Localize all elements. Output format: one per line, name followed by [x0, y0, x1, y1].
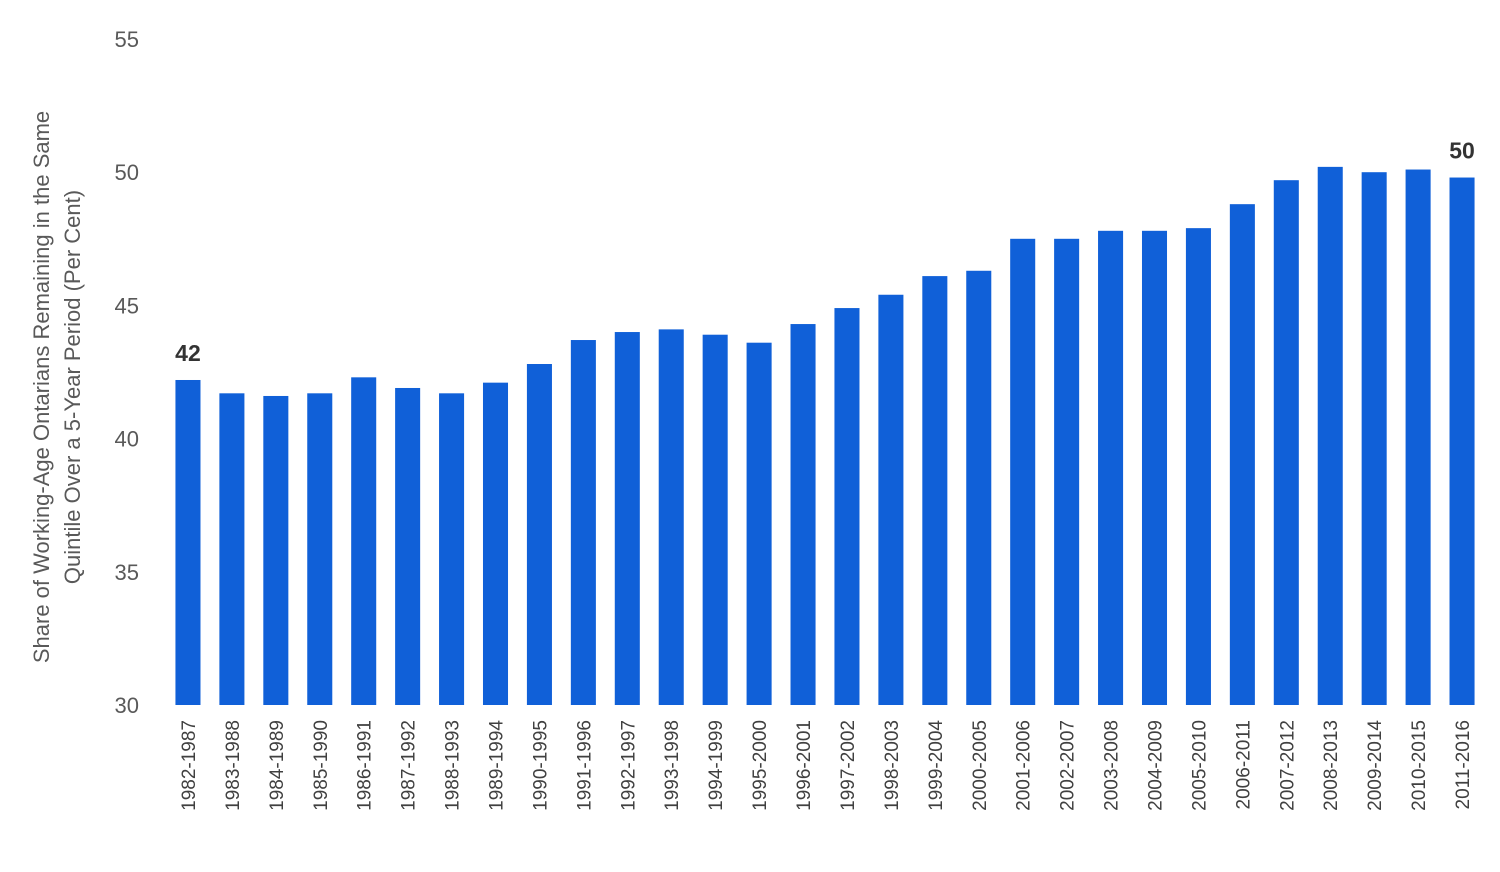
bar-1995-2000: [746, 342, 772, 705]
bar-2009-2014: [1361, 172, 1387, 705]
x-tick-label: 1999-2004: [926, 720, 947, 811]
x-tick-label: 1991-1996: [574, 720, 595, 811]
x-tick-label: 1997-2002: [838, 720, 859, 811]
x-tick-label: 2000-2005: [970, 720, 991, 811]
bar-1998-2003: [878, 294, 904, 705]
bar-2007-2012: [1273, 180, 1299, 705]
x-tick-label: 2008-2013: [1321, 720, 1342, 811]
bar-1984-1989: [263, 395, 289, 705]
x-tick-label: 2005-2010: [1189, 720, 1210, 811]
bar-1999-2004: [922, 276, 948, 705]
bar-2000-2005: [966, 270, 992, 705]
x-tick-label: 1994-1999: [706, 720, 727, 811]
x-tick-label: 2006-2011: [1233, 720, 1254, 809]
bar-2005-2010: [1185, 228, 1211, 706]
bar-1988-1993: [439, 393, 465, 705]
x-tick-label: 1985-1990: [311, 720, 332, 811]
bar-1986-1991: [351, 377, 377, 705]
x-tick-label: 1986-1991: [355, 720, 376, 811]
bar-2003-2008: [1098, 230, 1124, 706]
y-tick-label: 40: [115, 427, 139, 452]
bar-2010-2015: [1405, 169, 1431, 705]
x-tick-label: 1995-2000: [750, 720, 771, 811]
x-tick-label: 1993-1998: [662, 720, 683, 811]
bar-2002-2007: [1054, 238, 1080, 706]
x-tick-label: 2002-2007: [1058, 720, 1079, 811]
x-tick-label: 1988-1993: [443, 720, 464, 811]
bar-2011-2016: [1449, 177, 1475, 705]
x-tick-label: 2010-2015: [1409, 720, 1430, 811]
y-axis-label: Share of Working-Age Ontarians Remaining…: [29, 111, 85, 663]
data-label: 42: [175, 340, 201, 366]
x-tick-label: 1987-1992: [399, 720, 420, 811]
x-tick-label: 2001-2006: [1014, 720, 1035, 811]
x-tick-label: 1998-2003: [882, 720, 903, 811]
y-tick-label: 50: [115, 160, 139, 185]
bar-1985-1990: [307, 393, 333, 705]
bar-1996-2001: [790, 324, 816, 705]
x-tick-label: 1984-1989: [267, 720, 288, 811]
x-tick-label: 2003-2008: [1102, 720, 1123, 811]
x-tick-label: 1982-1987: [179, 720, 200, 811]
x-tick-label: 2011-2016: [1453, 720, 1474, 809]
x-tick-label: 2007-2012: [1277, 720, 1298, 811]
bar-2004-2009: [1141, 230, 1168, 706]
x-tick-label: 1992-1997: [618, 720, 639, 811]
bar-2006-2011: [1229, 204, 1255, 705]
bar-1992-1997: [614, 332, 640, 705]
bar-1991-1996: [570, 340, 596, 705]
data-label: 50: [1449, 138, 1475, 164]
y-tick-label: 55: [115, 27, 139, 52]
y-tick-label: 45: [115, 293, 139, 318]
bar-1993-1998: [658, 329, 684, 705]
bar-1990-1995: [526, 364, 552, 705]
y-axis-label-line-1: Share of Working-Age Ontarians Remaining…: [29, 111, 54, 663]
bar-2008-2013: [1317, 166, 1343, 705]
data-labels: 42 50: [175, 138, 1475, 366]
bar-1997-2002: [834, 308, 860, 705]
x-tick-label: 2004-2009: [1146, 720, 1167, 811]
x-tick-label: 1989-1994: [487, 720, 508, 811]
x-tick-label: 1990-1995: [530, 720, 551, 811]
bar-1983-1988: [219, 393, 245, 705]
bar-1989-1994: [482, 382, 509, 705]
x-tick-label: 2009-2014: [1365, 720, 1386, 811]
bars: [175, 166, 1475, 706]
bar-1987-1992: [395, 387, 421, 705]
y-axis-label-line-2: Quintile Over a 5-Year Period (Per Cent): [60, 190, 85, 584]
y-axis-ticks: 55 50 45 40 35 30: [115, 27, 139, 718]
x-axis-ticks: 1982-1987 1983-1988 1984-1989 1985-1990 1986…: [179, 720, 1474, 811]
x-tick-label: 1996-2001: [794, 720, 815, 811]
y-tick-label: 30: [115, 693, 139, 718]
y-tick-label: 35: [115, 560, 139, 585]
bar-1994-1999: [702, 334, 728, 705]
x-tick-label: 1983-1988: [223, 720, 244, 811]
bar-2001-2006: [1010, 238, 1036, 706]
bar-1982-1987: [175, 379, 201, 705]
